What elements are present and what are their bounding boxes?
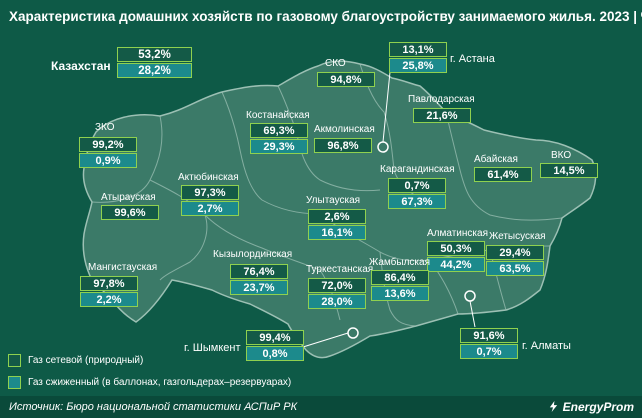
mangystau-natural: 97,8% xyxy=(80,276,138,291)
astana-natural: 13,1% xyxy=(389,42,447,57)
kyzylorda-natural: 76,4% xyxy=(230,264,288,279)
ulytau-natural: 2,6% xyxy=(308,209,366,224)
abay-label: Абайская xyxy=(474,154,518,165)
astana-label: г. Астана xyxy=(450,53,495,65)
region-zhetysu: 29,4% 63,5% xyxy=(486,245,544,276)
mangystau-label: Мангистауская xyxy=(88,262,158,273)
karaganda-natural: 0,7% xyxy=(388,178,446,193)
turkestan-label: Туркестанская xyxy=(306,264,374,275)
zko-natural: 99,2% xyxy=(79,137,137,152)
region-zhambyl: 86,4% 13,6% xyxy=(371,270,429,301)
kazakhstan-natural: 53,2% xyxy=(117,47,192,62)
almaty-liquefied: 0,7% xyxy=(460,344,518,359)
karaganda-label: Карагандинская xyxy=(380,164,455,175)
aktobe-natural: 97,3% xyxy=(181,185,239,200)
almaty-region-label: Алматинская xyxy=(427,228,488,239)
aktobe-liquefied: 2,7% xyxy=(181,201,239,216)
zhetysu-label: Жетысуская xyxy=(489,231,546,242)
region-zko: 99,2% 0,9% xyxy=(79,137,137,168)
kyzylorda-liquefied: 23,7% xyxy=(230,280,288,295)
region-shymkent: 99,4% 0,8% xyxy=(246,330,304,361)
almaty-region-natural: 50,3% xyxy=(427,241,485,256)
turkestan-natural: 72,0% xyxy=(308,278,366,293)
kostanay-natural: 69,3% xyxy=(250,123,308,138)
vko-label: ВКО xyxy=(551,150,572,161)
kazakhstan-liquefied: 28,2% xyxy=(117,63,192,78)
kostanay-liquefied: 29,3% xyxy=(250,139,308,154)
region-borders xyxy=(91,63,563,327)
ulytau-label: Улытауская xyxy=(306,195,361,206)
turkestan-liquefied: 28,0% xyxy=(308,294,366,309)
legend-label-liquefied: Газ сжиженный (в баллонах, газгольдерах–… xyxy=(28,377,292,388)
region-vko: 14,5% xyxy=(540,163,598,178)
kyzylorda-label: Кызылординская xyxy=(213,249,293,260)
akmola-label: Акмолинская xyxy=(314,124,375,135)
region-akmola: 96,8% xyxy=(314,138,372,153)
brand-name: EnergyProm xyxy=(562,400,634,414)
title-text: Характеристика домашних хозяйств по газо… xyxy=(9,9,630,24)
region-mangystau: 97,8% 2,2% xyxy=(80,276,138,307)
title-unit: % xyxy=(641,9,642,24)
region-atyrau: 99,6% xyxy=(101,205,159,220)
sko-natural: 94,8% xyxy=(317,72,375,87)
legend-swatch-liquefied xyxy=(8,376,21,389)
pavlodar-label: Павлодарская xyxy=(408,94,475,105)
zhambyl-label: Жамбылская xyxy=(369,257,430,268)
shymkent-liquefied: 0,8% xyxy=(246,346,304,361)
zhetysu-liquefied: 63,5% xyxy=(486,261,544,276)
region-ulytau: 2,6% 16,1% xyxy=(308,209,366,240)
region-karaganda: 0,7% 67,3% xyxy=(388,178,446,209)
zko-label: ЗКО xyxy=(95,122,115,133)
region-pavlodar: 21,6% xyxy=(413,108,471,123)
zhambyl-natural: 86,4% xyxy=(371,270,429,285)
region-kyzylorda: 76,4% 23,7% xyxy=(230,264,288,295)
region-almaty-city: 91,6% 0,7% xyxy=(460,328,518,359)
region-turkestan: 72,0% 28,0% xyxy=(308,278,366,309)
vko-natural: 14,5% xyxy=(540,163,598,178)
zko-liquefied: 0,9% xyxy=(79,153,137,168)
atyrau-natural: 99,6% xyxy=(101,205,159,220)
sko-label: СКО xyxy=(325,58,346,69)
region-sko: 94,8% xyxy=(317,72,375,87)
ulytau-liquefied: 16,1% xyxy=(308,225,366,240)
kazakhstan-values: 53,2% 28,2% xyxy=(117,47,192,78)
kazakhstan-label: Казахстан xyxy=(51,59,111,73)
title-separator: | xyxy=(633,9,638,24)
almaty-region-liquefied: 44,2% xyxy=(427,257,485,272)
shymkent-label: г. Шымкент xyxy=(184,342,241,354)
astana-liquefied: 25,8% xyxy=(389,58,447,73)
pavlodar-natural: 21,6% xyxy=(413,108,471,123)
region-astana: 13,1% 25,8% xyxy=(389,42,447,73)
region-abay: 61,4% xyxy=(474,167,532,182)
region-aktobe: 97,3% 2,7% xyxy=(181,185,239,216)
kostanay-label: Костанайская xyxy=(246,110,310,121)
source-text: Источник: Бюро национальной статистики А… xyxy=(9,401,298,413)
footer-bar: Источник: Бюро национальной статистики А… xyxy=(0,396,642,418)
akmola-natural: 96,8% xyxy=(314,138,372,153)
legend-swatch-natural xyxy=(8,354,21,367)
zhambyl-liquefied: 13,6% xyxy=(371,286,429,301)
brand-logo: EnergyProm xyxy=(548,399,634,415)
region-almaty-oblast: 50,3% 44,2% xyxy=(427,241,485,272)
atyrau-label: Атырауская xyxy=(101,192,156,203)
shymkent-natural: 99,4% xyxy=(246,330,304,345)
karaganda-liquefied: 67,3% xyxy=(388,194,446,209)
page-title: Характеристика домашних хозяйств по газо… xyxy=(9,6,642,28)
zhetysu-natural: 29,4% xyxy=(486,245,544,260)
aktobe-label: Актюбинская xyxy=(178,172,239,183)
abay-natural: 61,4% xyxy=(474,167,532,182)
energyprom-logo-icon xyxy=(549,401,557,412)
mangystau-liquefied: 2,2% xyxy=(80,292,138,307)
legend-label-natural: Газ сетевой (природный) xyxy=(28,355,144,366)
almaty-label: г. Алматы xyxy=(522,340,571,352)
almaty-natural: 91,6% xyxy=(460,328,518,343)
leader-lines xyxy=(302,71,476,348)
region-kostanay: 69,3% 29,3% xyxy=(250,123,308,154)
